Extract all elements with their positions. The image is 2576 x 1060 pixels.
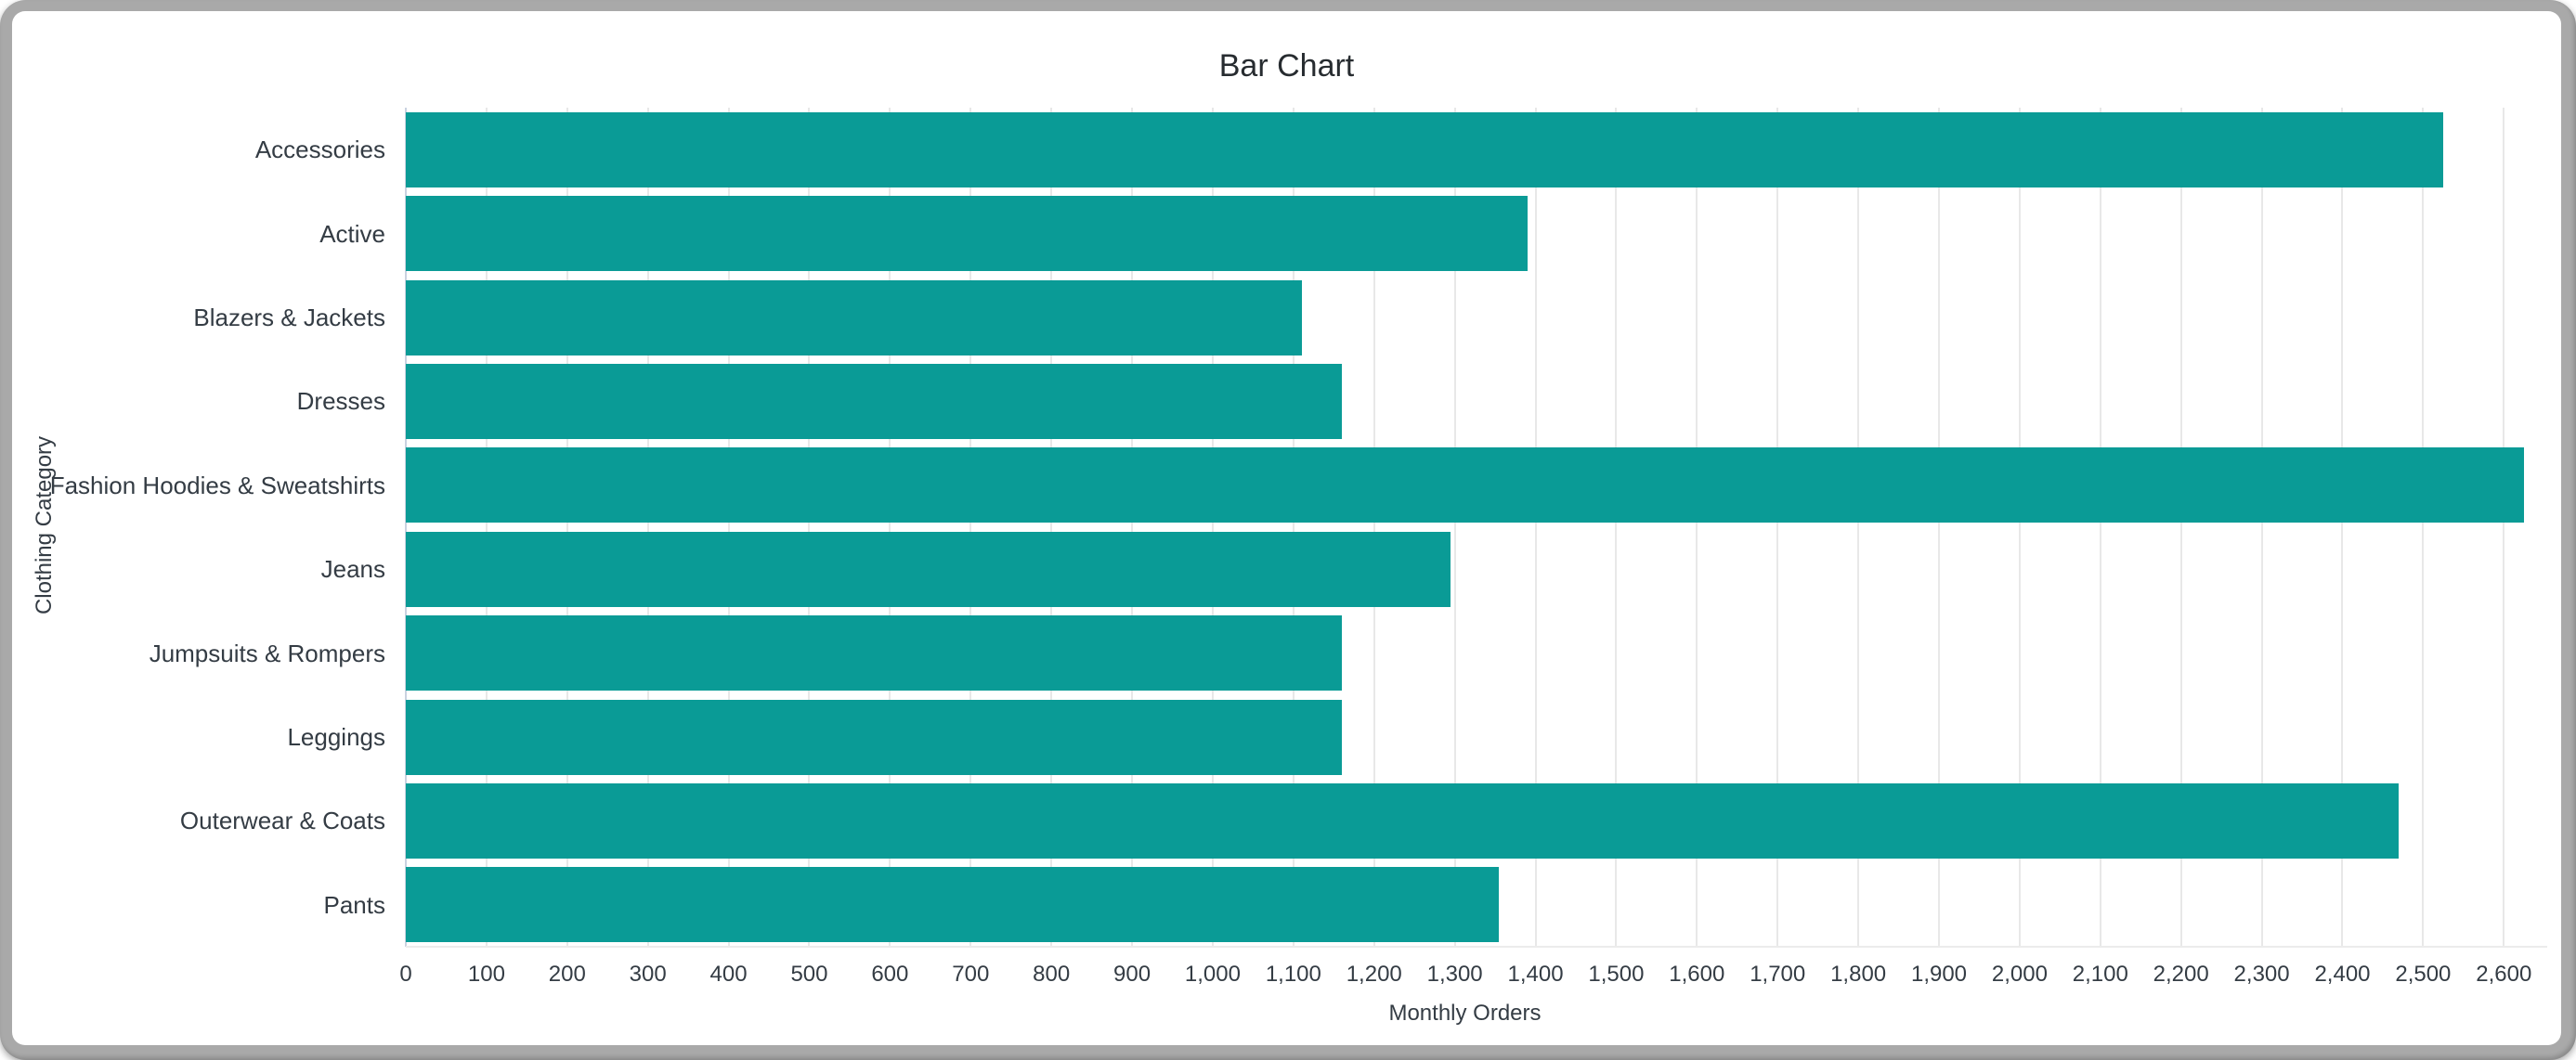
gridline: [485, 108, 488, 947]
bar[interactable]: [406, 699, 1342, 775]
gridline: [969, 108, 972, 947]
x-tick-label: 1,000: [1184, 962, 1241, 987]
gridline: [1938, 108, 1940, 947]
gridline: [1373, 108, 1375, 947]
x-tick-label: 2,000: [1991, 962, 2048, 987]
x-axis-title: Monthly Orders: [1388, 1001, 1542, 1026]
x-tick-label: 900: [1113, 962, 1151, 987]
category-label: Dresses: [296, 387, 385, 416]
x-tick-label: 1,300: [1426, 962, 1483, 987]
gridline: [2422, 108, 2425, 947]
bar[interactable]: [406, 447, 2524, 524]
gridline: [2260, 108, 2263, 947]
plot-area: [405, 108, 2547, 948]
x-tick-label: 1,200: [1346, 962, 1402, 987]
x-tick-label: 200: [548, 962, 586, 987]
bar[interactable]: [406, 279, 1302, 355]
x-tick-label: 400: [709, 962, 748, 987]
chart-card: Bar Chart Clothing Category Accessories A…: [12, 11, 2561, 1045]
gridline: [2179, 108, 2182, 947]
gridline: [1776, 108, 1779, 947]
bar[interactable]: [406, 615, 1342, 692]
gridline: [1453, 108, 1456, 947]
category-label: Active: [319, 219, 385, 248]
category-label: Outerwear & Coats: [179, 807, 385, 835]
x-tick-label: 1,500: [1588, 962, 1645, 987]
x-tick-label: 2,600: [2476, 962, 2532, 987]
gridline: [1131, 108, 1134, 947]
bar[interactable]: [406, 196, 1528, 272]
category-label: Pants: [323, 890, 386, 919]
x-tick-label: 2,400: [2314, 962, 2371, 987]
x-tick-label: 0: [399, 962, 412, 987]
x-tick-label: 1,100: [1265, 962, 1321, 987]
x-tick-label: 1,600: [1669, 962, 1725, 987]
x-axis-line: [405, 108, 407, 947]
gridline: [1615, 108, 1618, 947]
x-tick-label: 700: [952, 962, 990, 987]
chart-title: Bar Chart: [1218, 48, 1355, 84]
category-label: Blazers & Jackets: [193, 304, 385, 331]
x-tick-label: 800: [1033, 962, 1071, 987]
gridline: [566, 108, 568, 947]
gridline: [2099, 108, 2101, 947]
gridline: [889, 108, 891, 947]
x-tick-label: 1,800: [1830, 962, 1887, 987]
x-tick-label: 100: [467, 962, 505, 987]
x-tick-label: 300: [629, 962, 667, 987]
x-tick-label: 600: [871, 962, 909, 987]
gridline: [646, 108, 649, 947]
bar[interactable]: [406, 363, 1342, 439]
gridline: [1857, 108, 1860, 947]
category-label: Fashion Hoodies & Sweatshirts: [49, 471, 385, 499]
gridline: [2503, 108, 2505, 947]
gridline: [2341, 108, 2344, 947]
x-tick-label: 500: [790, 962, 828, 987]
x-tick-label: 1,700: [1750, 962, 1806, 987]
category-label: Jumpsuits & Rompers: [149, 639, 385, 667]
gridline: [1211, 108, 1214, 947]
category-label: Leggings: [287, 723, 385, 751]
gridline: [1534, 108, 1537, 947]
bar[interactable]: [406, 867, 1500, 943]
gridline: [2018, 108, 2021, 947]
x-axis-baseline: [406, 946, 2547, 948]
gridline: [808, 108, 811, 947]
y-axis-title-text: Clothing Category: [32, 435, 57, 615]
x-tick-label: 2,500: [2395, 962, 2452, 987]
x-tick-label: 2,100: [2072, 962, 2128, 987]
gridline: [1050, 108, 1053, 947]
x-tick-label: 1,400: [1507, 962, 1564, 987]
bar[interactable]: [406, 531, 1451, 607]
x-tick-label: 1,900: [1910, 962, 1968, 987]
gridline: [1696, 108, 1698, 947]
gridline: [727, 108, 730, 947]
x-tick-label: 2,300: [2233, 962, 2290, 987]
gridline: [1292, 108, 1295, 947]
category-label: Accessories: [254, 136, 385, 164]
category-label: Jeans: [320, 555, 385, 584]
x-tick-label: 2,200: [2153, 962, 2209, 987]
bar[interactable]: [406, 782, 2400, 859]
bar[interactable]: [406, 111, 2444, 187]
